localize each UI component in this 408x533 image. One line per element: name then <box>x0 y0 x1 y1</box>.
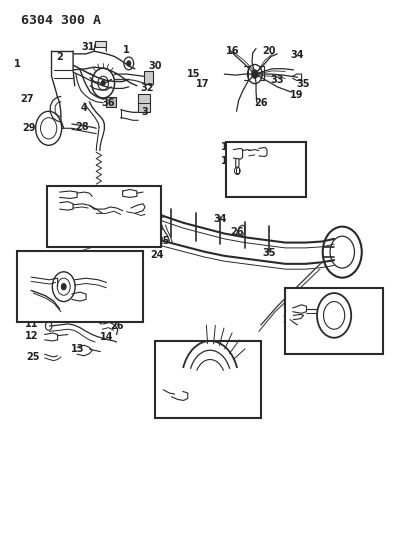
Text: 34: 34 <box>302 328 316 338</box>
Bar <box>285 288 383 354</box>
Text: 1: 1 <box>13 60 20 69</box>
Text: 29: 29 <box>22 123 36 133</box>
Text: 26: 26 <box>254 98 268 108</box>
Text: 7: 7 <box>131 223 138 233</box>
Text: 34: 34 <box>254 147 268 157</box>
Text: 24: 24 <box>151 250 164 260</box>
Text: 2: 2 <box>56 52 63 61</box>
Bar <box>144 71 153 84</box>
Text: 24: 24 <box>128 186 142 196</box>
Text: 10: 10 <box>71 274 84 284</box>
Text: 9: 9 <box>38 259 45 269</box>
Circle shape <box>252 70 258 78</box>
Text: 15: 15 <box>187 69 201 79</box>
Text: 19: 19 <box>290 90 304 100</box>
Text: 8: 8 <box>58 204 64 214</box>
Bar <box>17 251 143 322</box>
Text: 32: 32 <box>140 83 154 93</box>
Text: 25: 25 <box>99 262 112 271</box>
Text: 25: 25 <box>27 352 40 362</box>
Bar <box>47 186 161 247</box>
Text: 26: 26 <box>230 227 243 237</box>
Text: 22: 22 <box>283 298 296 309</box>
Text: 35: 35 <box>262 248 276 258</box>
Text: 18: 18 <box>221 156 234 166</box>
Text: 35: 35 <box>241 365 255 375</box>
Circle shape <box>101 80 105 86</box>
Text: 21: 21 <box>283 314 296 325</box>
Text: 25: 25 <box>156 236 169 246</box>
Text: 24: 24 <box>23 288 37 298</box>
Text: 6304 300 A: 6304 300 A <box>21 14 101 27</box>
Text: 31: 31 <box>81 43 95 52</box>
Text: 26: 26 <box>110 321 123 331</box>
Text: 30: 30 <box>149 61 162 70</box>
Text: 27: 27 <box>20 94 34 104</box>
Text: 13: 13 <box>71 344 85 354</box>
Text: 12: 12 <box>24 330 38 341</box>
Circle shape <box>127 61 131 66</box>
Text: 5: 5 <box>58 188 64 198</box>
Text: 16: 16 <box>226 46 239 56</box>
Text: 4: 4 <box>81 103 87 113</box>
Text: 35: 35 <box>297 79 310 89</box>
Bar <box>226 142 306 197</box>
Bar <box>155 341 261 418</box>
Text: 23: 23 <box>319 300 333 310</box>
Circle shape <box>61 284 66 290</box>
Text: 14: 14 <box>100 332 113 342</box>
Text: 3: 3 <box>142 107 149 117</box>
Text: 34: 34 <box>291 51 304 60</box>
Text: 33: 33 <box>271 76 284 85</box>
Bar <box>138 94 149 112</box>
Text: 34: 34 <box>213 214 227 224</box>
Text: 20: 20 <box>262 46 276 56</box>
Text: 28: 28 <box>75 122 89 132</box>
Text: 34: 34 <box>229 376 242 386</box>
Bar <box>95 41 106 47</box>
Text: 11: 11 <box>24 319 38 329</box>
Text: 36: 36 <box>102 98 115 108</box>
Text: 17: 17 <box>221 142 234 152</box>
Text: 17: 17 <box>196 79 210 89</box>
Text: 1: 1 <box>123 45 130 54</box>
Bar <box>106 98 116 107</box>
Text: 6: 6 <box>69 222 75 232</box>
